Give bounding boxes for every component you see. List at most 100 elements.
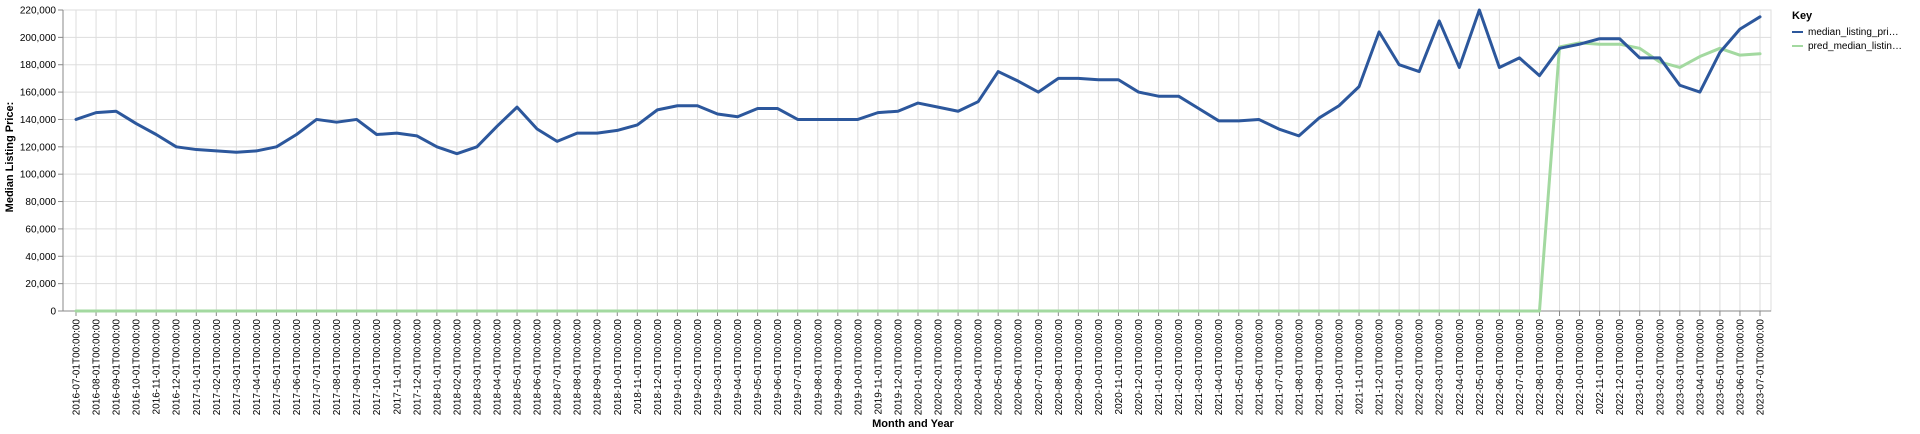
y-tick-label: 140,000 xyxy=(20,115,57,126)
y-tick-label: 160,000 xyxy=(20,88,57,99)
x-tick-label: 2018-10-01T00:00:00 xyxy=(613,319,624,416)
x-tick-label: 2023-07-01T00:00:00 xyxy=(1756,319,1767,416)
x-tick-label: 2021-09-01T00:00:00 xyxy=(1314,319,1325,416)
x-tick-label: 2022-11-01T00:00:00 xyxy=(1595,319,1606,415)
y-axis-title: Median Listing Price: xyxy=(4,102,16,213)
y-tick-label: 200,000 xyxy=(20,33,57,44)
x-tick-label: 2018-05-01T00:00:00 xyxy=(513,319,524,416)
x-tick-label: 2018-07-01T00:00:00 xyxy=(553,319,564,416)
x-tick-label: 2023-06-01T00:00:00 xyxy=(1735,319,1746,416)
series-line-median-listing-price xyxy=(74,8,1762,156)
x-tick-label: 2019-05-01T00:00:00 xyxy=(753,319,764,416)
x-tick-label: 2023-04-01T00:00:00 xyxy=(1695,319,1706,416)
x-tick-label: 2020-02-01T00:00:00 xyxy=(934,319,945,416)
x-tick-label: 2018-11-01T00:00:00 xyxy=(633,319,644,415)
x-tick-label: 2021-04-01T00:00:00 xyxy=(1214,319,1225,416)
x-tick-label: 2021-03-01T00:00:00 xyxy=(1194,319,1205,416)
x-tick-label: 2022-07-01T00:00:00 xyxy=(1515,319,1526,416)
x-tick-label: 2017-01-01T00:00:00 xyxy=(192,319,203,416)
x-tick-label: 2021-01-01T00:00:00 xyxy=(1154,319,1165,416)
x-tick-label: 2017-04-01T00:00:00 xyxy=(252,319,263,416)
x-tick-label: 2020-09-01T00:00:00 xyxy=(1074,319,1085,416)
x-tick-label: 2021-07-01T00:00:00 xyxy=(1274,319,1285,416)
x-tick-label: 2020-08-01T00:00:00 xyxy=(1054,319,1065,416)
y-tick-label: 80,000 xyxy=(25,197,56,208)
x-tick-label: 2018-06-01T00:00:00 xyxy=(533,319,544,416)
x-tick-label: 2022-08-01T00:00:00 xyxy=(1535,319,1546,416)
x-tick-label: 2019-03-01T00:00:00 xyxy=(713,319,724,416)
y-tick-label: 180,000 xyxy=(20,60,57,71)
x-tick-label: 2018-03-01T00:00:00 xyxy=(472,319,483,416)
x-tick-label: 2017-11-01T00:00:00 xyxy=(392,319,403,415)
x-tick-label: 2021-10-01T00:00:00 xyxy=(1335,319,1346,416)
x-tick-label: 2020-12-01T00:00:00 xyxy=(1134,319,1145,416)
x-tick-label: 2018-01-01T00:00:00 xyxy=(432,319,443,416)
plot-area xyxy=(62,9,1772,312)
y-tick-label: 40,000 xyxy=(25,252,56,263)
x-tick-label: 2023-02-01T00:00:00 xyxy=(1655,319,1666,416)
x-tick-label: 2017-09-01T00:00:00 xyxy=(352,319,363,416)
x-tick-label: 2021-08-01T00:00:00 xyxy=(1294,319,1305,416)
x-tick-label: 2017-02-01T00:00:00 xyxy=(212,319,223,416)
x-tick-label: 2022-01-01T00:00:00 xyxy=(1395,319,1406,416)
x-tick-label: 2017-07-01T00:00:00 xyxy=(312,319,323,416)
legend: Key median_listing_pri… pred_median_list… xyxy=(1792,10,1902,52)
x-tick-label: 2017-05-01T00:00:00 xyxy=(272,319,283,416)
y-tick-label: 60,000 xyxy=(25,224,56,235)
x-tick-label: 2023-05-01T00:00:00 xyxy=(1715,319,1726,416)
x-tick-label: 2021-12-01T00:00:00 xyxy=(1375,319,1386,416)
x-tick-label: 2022-02-01T00:00:00 xyxy=(1415,319,1426,416)
x-tick-label: 2021-11-01T00:00:00 xyxy=(1355,319,1366,415)
x-tick-label: 2019-02-01T00:00:00 xyxy=(693,319,704,416)
x-tick-label: 2019-06-01T00:00:00 xyxy=(773,319,784,416)
x-tick-label: 2020-10-01T00:00:00 xyxy=(1094,319,1105,416)
x-tick-label: 2020-06-01T00:00:00 xyxy=(1014,319,1025,416)
x-tick-label: 2021-06-01T00:00:00 xyxy=(1254,319,1265,416)
x-tick-label: 2022-09-01T00:00:00 xyxy=(1555,319,1566,416)
x-tick-label: 2020-03-01T00:00:00 xyxy=(954,319,965,416)
x-tick-label: 2023-03-01T00:00:00 xyxy=(1675,319,1686,416)
y-tick-label: 100,000 xyxy=(20,170,57,181)
x-axis-title: Month and Year xyxy=(872,418,954,430)
x-tick-label: 2019-11-01T00:00:00 xyxy=(873,319,884,415)
x-tick-label: 2016-12-01T00:00:00 xyxy=(172,319,183,416)
x-tick-label: 2017-08-01T00:00:00 xyxy=(332,319,343,416)
legend-title: Key xyxy=(1792,10,1813,22)
x-tick-label: 2019-09-01T00:00:00 xyxy=(833,319,844,416)
legend-label-pred-median-listing-price: pred_median_listin… xyxy=(1808,41,1902,52)
x-tick-label: 2017-12-01T00:00:00 xyxy=(412,319,423,416)
legend-label-median-listing-price: median_listing_pri… xyxy=(1808,27,1899,38)
x-tick-label: 2020-05-01T00:00:00 xyxy=(994,319,1005,416)
x-tick-label: 2021-05-01T00:00:00 xyxy=(1234,319,1245,416)
x-tick-label: 2017-06-01T00:00:00 xyxy=(292,319,303,416)
y-tick-labels: 0 20,000 40,000 60,000 80,000 100,000 120,000 1… xyxy=(20,6,57,318)
x-tick-label: 2016-07-01T00:00:00 xyxy=(72,319,83,416)
x-tick-label: 2017-03-01T00:00:00 xyxy=(232,319,243,416)
x-tick-label: 2020-07-01T00:00:00 xyxy=(1034,319,1045,416)
x-tick-label: 2018-08-01T00:00:00 xyxy=(573,319,584,416)
x-tick-label: 2019-01-01T00:00:00 xyxy=(673,319,684,416)
x-tick-label: 2018-02-01T00:00:00 xyxy=(452,319,463,416)
x-tick-label: 2022-12-01T00:00:00 xyxy=(1615,319,1626,416)
x-tick-label: 2019-12-01T00:00:00 xyxy=(893,319,904,416)
x-tick-label: 2022-05-01T00:00:00 xyxy=(1475,319,1486,416)
x-tick-label: 2020-04-01T00:00:00 xyxy=(974,319,985,416)
x-tick-label: 2022-04-01T00:00:00 xyxy=(1455,319,1466,416)
x-tick-label: 2017-10-01T00:00:00 xyxy=(372,319,383,416)
gridlines xyxy=(62,9,1772,312)
x-tick-label: 2022-10-01T00:00:00 xyxy=(1575,319,1586,416)
x-tick-label: 2018-09-01T00:00:00 xyxy=(593,319,604,416)
series-line-pred-median-listing-price xyxy=(74,41,1762,313)
x-tick-label: 2021-02-01T00:00:00 xyxy=(1174,319,1185,416)
x-tick-label: 2022-03-01T00:00:00 xyxy=(1435,319,1446,416)
x-tick-label: 2016-08-01T00:00:00 xyxy=(92,319,103,416)
x-tick-label: 2016-11-01T00:00:00 xyxy=(152,319,163,415)
x-tick-label: 2019-10-01T00:00:00 xyxy=(853,319,864,416)
x-tick-label: 2022-06-01T00:00:00 xyxy=(1495,319,1506,416)
series-lines xyxy=(74,8,1762,313)
x-tick-label: 2020-11-01T00:00:00 xyxy=(1114,319,1125,415)
x-tick-labels: 2016-07-01T00:00:00 2016-08-01T00:00:00 20… xyxy=(72,319,1767,416)
y-tick-label: 120,000 xyxy=(20,142,57,153)
x-tick-label: 2023-01-01T00:00:00 xyxy=(1635,319,1646,416)
